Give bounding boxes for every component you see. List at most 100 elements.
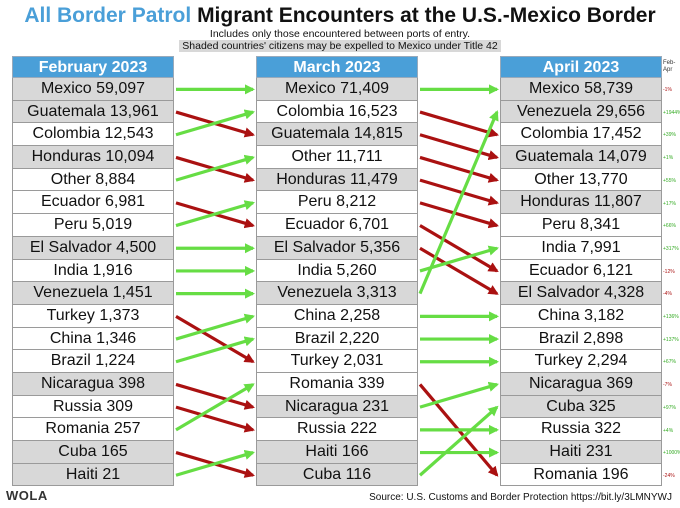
table-row: Guatemala 14,815 [256, 123, 418, 147]
rank-arrow-brazil [175, 336, 255, 364]
table-row: Romania 339 [256, 372, 418, 396]
table-row: Peru 5,019 [12, 214, 174, 237]
pct-change-label: -12% [663, 268, 675, 275]
pct-change-label: +1944% [663, 109, 680, 116]
table-row: Turkey 2,031 [256, 350, 418, 373]
column-header: March 2023 [256, 56, 418, 78]
pct-change-label: -1% [663, 87, 672, 93]
pct-change-label: +317% [663, 245, 679, 252]
table-row: El Salvador 5,356 [256, 236, 418, 260]
subtitle-title42-text: Shaded countries' citizens may be expell… [179, 40, 501, 52]
table-row: Peru 8,341 [500, 214, 662, 237]
table-row: Venezuela 1,451 [12, 282, 174, 305]
table-row: Russia 222 [256, 418, 418, 441]
pct-change-label: +1% [663, 155, 674, 162]
column-february: February 2023 Mexico 59,097 Guatemala 13,9… [12, 56, 174, 487]
pct-change-label: +17% [663, 200, 676, 207]
table-row: Guatemala 13,961 [12, 100, 174, 124]
column-header: February 2023 [12, 56, 174, 78]
table-row: India 7,991 [500, 236, 662, 260]
rank-arrow-colombia [175, 109, 255, 137]
table-row: Nicaragua 398 [12, 372, 174, 396]
pct-change-label: +66% [663, 223, 676, 230]
chart-title: All Border Patrol Migrant Encounters at … [0, 4, 680, 28]
table-row: Colombia 16,523 [256, 100, 418, 124]
rank-arrow-nicaragua [419, 381, 499, 409]
rank-arrow-peru [175, 200, 255, 228]
table-row: Other 11,711 [256, 146, 418, 169]
title-part1: All Border Patrol [24, 4, 192, 27]
table-row: India 5,260 [256, 259, 418, 283]
pct-change-label: -24% [663, 472, 675, 479]
rank-arrow-romania [175, 383, 255, 432]
rank-arrow-haiti [175, 449, 255, 477]
pct-change-label: +136% [663, 314, 679, 320]
rank-arrow-colombia [419, 110, 499, 138]
subtitle-title42: Shaded countries' citizens may be expell… [0, 40, 680, 52]
table-row: Peru 8,212 [256, 191, 418, 215]
table-row: Cuba 116 [256, 463, 418, 487]
rank-arrow-other [175, 154, 255, 182]
table-row: Mexico 71,409 [256, 78, 418, 101]
table-row: Turkey 1,373 [12, 304, 174, 328]
rank-arrow-venezuela [418, 110, 499, 295]
table-row: Brazil 1,224 [12, 350, 174, 373]
pct-change-label: +137% [663, 336, 679, 343]
table-row: China 3,182 [500, 304, 662, 328]
table-row: Colombia 17,452 [500, 123, 662, 147]
table-row: Brazil 2,220 [256, 327, 418, 351]
table-row: Venezuela 29,656 [500, 100, 662, 124]
pct-change-label: -7% [663, 382, 672, 389]
table-row: Other 8,884 [12, 168, 174, 192]
table-row: Ecuador 6,981 [12, 191, 174, 215]
column-march: March 2023 Mexico 71,409 Colombia 16,523 Gu… [256, 56, 418, 487]
rank-arrow-nicaragua [175, 382, 255, 410]
table-row: Romania 196 [500, 463, 662, 487]
table-row: Other 13,770 [500, 168, 662, 192]
subtitle-ports: Includes only those encountered between … [209, 28, 471, 40]
table-row: El Salvador 4,328 [500, 282, 662, 305]
table-row: Haiti 166 [256, 441, 418, 464]
title-part2: Migrant Encounters at the U.S.-Mexico Bo… [197, 4, 656, 27]
table-row: Haiti 231 [500, 441, 662, 464]
table-row: Cuba 325 [500, 395, 662, 419]
table-row: Mexico 58,739 [500, 78, 662, 101]
table-row: China 1,346 [12, 327, 174, 351]
table-row: Venezuela 3,313 [256, 282, 418, 305]
table-row: Guatemala 14,079 [500, 146, 662, 169]
pct-change-label: +97% [663, 404, 676, 411]
table-row: Ecuador 6,701 [256, 214, 418, 237]
pct-change-label: +4% [663, 427, 674, 434]
table-row: Haiti 21 [12, 463, 174, 487]
pct-change-label: +39% [663, 132, 676, 139]
table-row: Honduras 10,094 [12, 146, 174, 169]
table-row: Russia 322 [500, 418, 662, 441]
table-row: Romania 257 [12, 418, 174, 441]
source-note: Source: U.S. Customs and Border Protecti… [369, 492, 672, 503]
rank-arrow-peru [419, 201, 499, 229]
column-header: April 2023 [500, 56, 662, 78]
rank-arrow-ecuador [419, 224, 499, 273]
table-row: Nicaragua 369 [500, 372, 662, 396]
pct-change-label: +1000% [663, 450, 680, 457]
pct-change-header: Feb-Apr [663, 60, 676, 73]
table-row: Russia 309 [12, 395, 174, 419]
rank-arrow-turkey [175, 314, 255, 364]
rank-arrow-china [175, 313, 255, 341]
arrow-group [175, 84, 500, 478]
table-row: Nicaragua 231 [256, 395, 418, 419]
rank-arrow-el-salvador [419, 246, 499, 296]
table-row: Honduras 11,479 [256, 168, 418, 192]
rank-arrow-guatemala [419, 133, 499, 161]
table-row: Honduras 11,807 [500, 191, 662, 215]
table-row: Brazil 2,898 [500, 327, 662, 351]
rank-arrow-cuba [418, 405, 499, 477]
table-row: Cuba 165 [12, 441, 174, 464]
table-row: China 2,258 [256, 304, 418, 328]
table-row: Turkey 2,294 [500, 350, 662, 373]
column-april: April 2023 Mexico 58,739 Venezuela 29,656 C… [500, 56, 662, 487]
wola-logo: WOLA [6, 488, 48, 503]
table-row: India 1,916 [12, 259, 174, 283]
rank-arrow-honduras [419, 178, 499, 206]
